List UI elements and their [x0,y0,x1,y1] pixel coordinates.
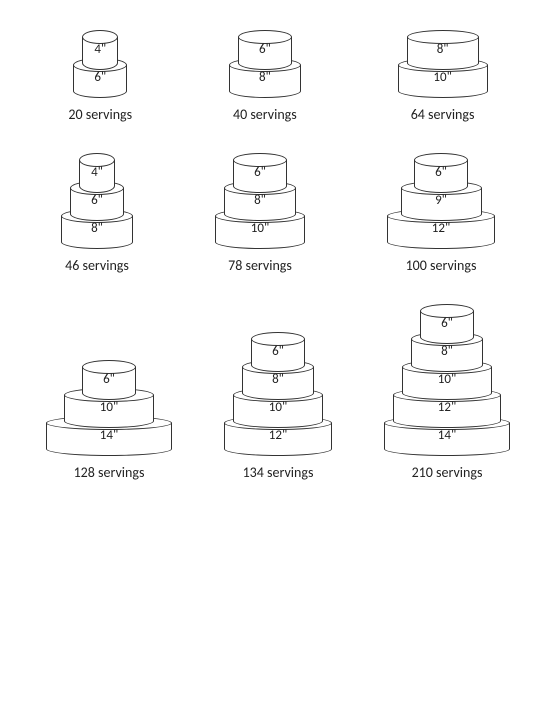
cake: 6" 8" 10" 12" 14" 210 servings [384,304,510,481]
tier-size-label: 6" [238,42,292,57]
cake: 4" 6" 8" 46 servings [61,153,133,274]
cake-tier: 4" [79,153,115,193]
cake-stack: 8" 10" [398,30,488,98]
cake: 8" 10" 64 servings [398,30,488,123]
tier-size-label: 14" [46,428,172,443]
tier-size-label: 9" [401,193,482,208]
tier-size-label: 8" [411,344,483,359]
tier-size-label: 10" [402,372,492,387]
cake-tier: 8" [407,30,479,70]
cake-tier: 6" [251,332,305,372]
cake: 6" 10" 14" 128 servings [46,360,172,481]
cake: 6" 8" 40 servings [229,30,301,123]
cake-tier: 6" [414,153,468,193]
servings-caption: 134 servings [243,464,314,481]
cake-tier: 6" [82,360,136,400]
cake: 4" 6" 20 servings [68,30,132,123]
cake-stack: 6" 8" [229,30,301,98]
cake-stack: 4" 6" [73,30,127,98]
tier-size-label: 12" [224,428,332,443]
cake-stack: 6" 9" 12" [387,153,495,249]
cake-stack: 6" 8" 10" 12" [224,332,332,456]
tier-size-label: 8" [242,372,314,387]
tier-size-label: 6" [414,165,468,180]
tier-size-label: 14" [384,428,510,443]
tier-size-label: 8" [224,193,296,208]
tier-size-label: 10" [398,70,488,85]
tier-size-label: 6" [420,316,474,331]
tier-size-label: 8" [61,221,133,236]
cake-row: 6" 10" 14" 128 servings 6" 8" 10" 12" 134 servin… [20,304,536,481]
tier-size-label: 12" [393,400,501,415]
cake-serving-chart: 4" 6" 20 servings 6" 8" 40 servings 8" 10" 64 se… [0,0,556,707]
tier-size-label: 6" [233,165,287,180]
servings-caption: 64 servings [411,106,475,123]
tier-size-label: 4" [82,42,118,57]
cake-stack: 6" 8" 10" [215,153,305,249]
tier-size-label: 10" [233,400,323,415]
tier-size-label: 6" [73,70,127,85]
cake-stack: 4" 6" 8" [61,153,133,249]
cake-tier: 6" [238,30,292,70]
cake-tier: 6" [420,304,474,344]
tier-size-label: 12" [387,221,495,236]
tier-size-label: 10" [64,400,154,415]
cake-tier: 4" [82,30,118,70]
cake-row: 4" 6" 8" 46 servings 6" 8" 10" 78 servings 6" 9" 1… [20,153,536,274]
servings-caption: 46 servings [65,257,129,274]
cake: 6" 8" 10" 78 servings [215,153,305,274]
servings-caption: 40 servings [233,106,297,123]
cake-row: 4" 6" 20 servings 6" 8" 40 servings 8" 10" 64 se… [20,30,536,123]
servings-caption: 210 servings [412,464,483,481]
cake: 6" 8" 10" 12" 134 servings [224,332,332,481]
cake-stack: 6" 10" 14" [46,360,172,456]
servings-caption: 20 servings [68,106,132,123]
tier-size-label: 6" [251,344,305,359]
servings-caption: 128 servings [74,464,145,481]
cake: 6" 9" 12" 100 servings [387,153,495,274]
cake-tier: 6" [233,153,287,193]
tier-size-label: 10" [215,221,305,236]
tier-size-label: 6" [70,193,124,208]
cake-stack: 6" 8" 10" 12" 14" [384,304,510,456]
servings-caption: 78 servings [228,257,292,274]
tier-size-label: 8" [229,70,301,85]
servings-caption: 100 servings [406,257,477,274]
tier-size-label: 6" [82,372,136,387]
tier-size-label: 8" [407,42,479,57]
tier-size-label: 4" [79,165,115,180]
